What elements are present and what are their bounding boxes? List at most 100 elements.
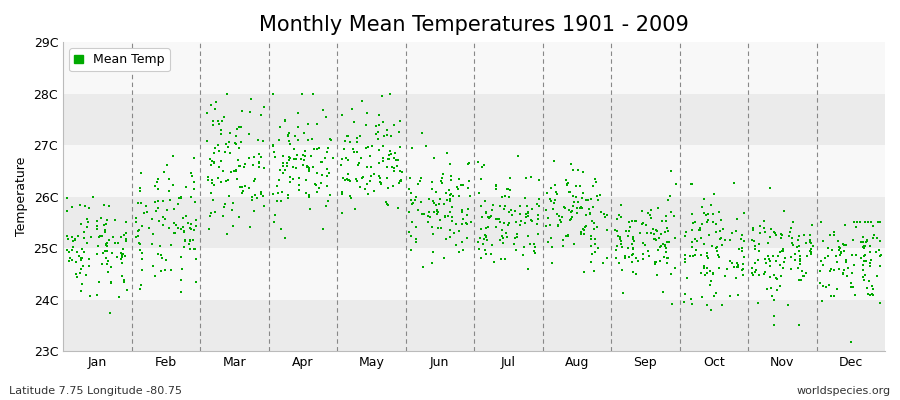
Point [231,124,246,130]
Bar [63,42,885,94]
Point [447,230,462,236]
Point [247,153,261,160]
Point [699,270,714,276]
Point [866,223,880,230]
Point [445,190,459,197]
Point [803,236,817,243]
Point [559,232,573,239]
Point [867,232,881,238]
Point [338,146,352,152]
Point [308,180,322,187]
Point [275,160,290,166]
Point [735,245,750,251]
Point [355,98,369,104]
Point [153,243,167,249]
Point [587,226,601,232]
Point [711,252,725,258]
Point [230,176,244,182]
Point [816,262,831,268]
Point [167,230,182,236]
Point [184,226,198,232]
Point [590,193,605,200]
Point [677,299,691,305]
Point [709,221,724,227]
Point [660,255,674,261]
Point [555,242,570,249]
Point [521,212,535,219]
Point [456,246,471,253]
Point [355,175,369,181]
Point [387,164,401,171]
Point [853,255,868,261]
Point [176,228,191,234]
Point [778,255,792,262]
Point [135,256,149,262]
Point [496,235,510,241]
Point [230,156,245,163]
Point [291,110,305,116]
Point [392,168,407,174]
Point [804,240,818,246]
Point [424,224,438,230]
Point [235,183,249,190]
Point [540,190,554,196]
Point [283,174,297,180]
Point [217,114,231,120]
Point [65,247,79,254]
Point [460,234,474,241]
Point [520,209,535,215]
Point [464,219,478,226]
Point [560,182,574,188]
Point [478,247,492,253]
Point [86,194,100,200]
Point [772,249,787,255]
Point [618,253,633,260]
Point [272,177,286,183]
Point [736,266,751,272]
Point [200,110,214,116]
Point [129,234,143,241]
Point [204,158,219,164]
Point [561,179,575,186]
Point [270,190,284,196]
Point [805,249,819,255]
Point [151,198,166,204]
Point [202,174,216,180]
Text: worldspecies.org: worldspecies.org [796,386,891,396]
Point [508,219,523,225]
Point [93,233,107,240]
Point [59,208,74,214]
Point [856,239,870,246]
Point [461,160,475,167]
Point [864,291,878,297]
Point [475,241,490,248]
Point [68,236,83,242]
Point [544,234,558,241]
Point [639,222,653,229]
Point [248,176,262,182]
Point [163,196,177,203]
Point [653,258,668,264]
Point [96,222,111,228]
Point [155,254,169,261]
Point [299,176,313,183]
Point [525,218,539,224]
Point [636,220,651,226]
Point [133,188,148,194]
Point [341,157,356,163]
Point [704,278,718,284]
Point [319,202,333,209]
Point [653,243,668,250]
Point [298,148,312,154]
Point [608,246,623,253]
Point [796,231,811,238]
Point [266,191,280,197]
Point [704,307,718,313]
Point [334,162,348,168]
Point [336,156,350,162]
Point [844,270,859,276]
Point [474,164,489,170]
Point [571,199,585,206]
Point [219,178,233,184]
Point [548,182,562,188]
